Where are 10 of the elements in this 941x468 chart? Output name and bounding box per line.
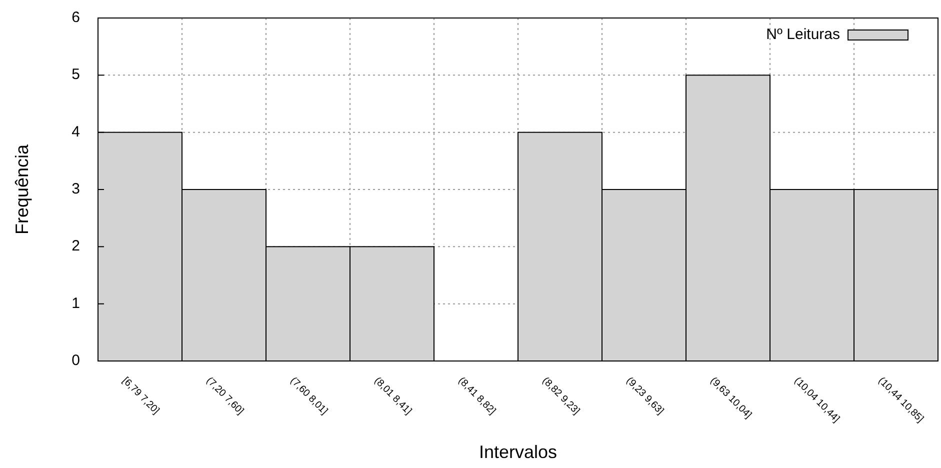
y-axis-title: Frequência xyxy=(12,143,32,235)
y-tick-label: 5 xyxy=(72,66,80,84)
legend-label: Nº Leituras xyxy=(766,26,840,43)
y-tick-label: 4 xyxy=(72,123,80,140)
y-tick-label: 1 xyxy=(72,294,80,312)
y-tick-label: 0 xyxy=(72,352,80,369)
y-tick-label: 2 xyxy=(72,238,80,255)
x-axis-title: Intervalos xyxy=(478,442,558,462)
y-tick-label: 6 xyxy=(72,8,80,26)
y-tick-label: 3 xyxy=(72,180,80,198)
